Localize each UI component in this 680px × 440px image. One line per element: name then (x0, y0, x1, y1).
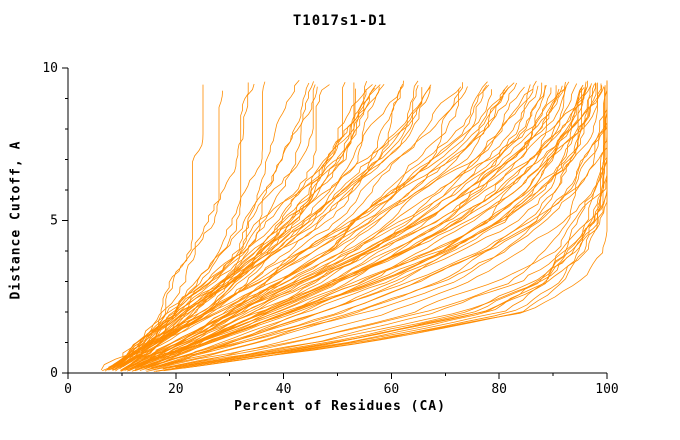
x-tick-label: 20 (168, 382, 184, 397)
gdt-curve (109, 82, 310, 369)
gdt-curve (117, 80, 404, 367)
gdt-curve (113, 82, 346, 369)
gdt-curve (153, 85, 608, 372)
gdt-curve (155, 81, 608, 368)
gdt-curve (109, 84, 373, 371)
gdt-curve (128, 85, 546, 372)
x-axis-label: Percent of Residues (CA) (234, 399, 446, 414)
gdt-curve (113, 86, 318, 368)
gdt-curve (102, 90, 223, 372)
gdt-curve (163, 85, 606, 372)
gdt-curve (100, 84, 204, 371)
gdt-curve (148, 83, 595, 370)
gdt-curve (175, 87, 605, 368)
gdt-curve (134, 87, 567, 369)
gdt-curve (138, 80, 588, 367)
gdt-curve (134, 81, 570, 368)
gdt-curve (134, 83, 578, 370)
gdt-curve (107, 82, 249, 369)
y-tick-label: 0 (50, 366, 58, 381)
gdt-curve (121, 84, 488, 372)
x-tick-label: 0 (64, 382, 72, 397)
gdt-curve (147, 84, 608, 371)
gdt-curve (124, 89, 492, 370)
gdt-curve (114, 83, 403, 370)
gdt-curve (119, 87, 423, 368)
gdt-curve (151, 87, 608, 369)
axes: 0 20 40 60 80 100 0 5 10 (42, 61, 618, 397)
gdt-curve (125, 82, 517, 369)
gdt-curve (131, 85, 591, 372)
gdt-curve (132, 87, 552, 368)
gdt-curve (112, 84, 419, 371)
gdt-curve (108, 84, 330, 371)
gdt-curves (100, 79, 608, 372)
gdt-curve (119, 86, 431, 368)
x-tick-label: 40 (276, 382, 292, 397)
gdt-curve (144, 83, 597, 370)
gdt-curve (108, 81, 266, 368)
gdt-curve (114, 86, 380, 368)
gdt-curve (122, 86, 462, 367)
gdt-curve (163, 83, 608, 370)
gdt-curve (138, 83, 592, 370)
gdt-curve (111, 81, 314, 368)
gdt-curve (151, 89, 608, 371)
gdt-curve (127, 84, 531, 371)
gdt-curve (130, 88, 560, 370)
gdt-curve (121, 89, 506, 370)
y-tick-label: 5 (50, 214, 58, 229)
gdt-curve (106, 84, 316, 371)
gdt-curve (120, 84, 490, 371)
y-tick-label: 10 (42, 61, 58, 76)
gdt-curve (139, 84, 584, 371)
gdt-curve (119, 88, 460, 370)
gdt-curve (138, 87, 586, 368)
gdt-curve (111, 88, 357, 369)
chart-title: T1017s1-D1 (292, 13, 388, 29)
gdt-curve (162, 88, 608, 369)
x-tick-label: 100 (595, 382, 618, 397)
gdt-curve (146, 80, 608, 372)
gdt-curve (140, 81, 587, 368)
x-tick-label: 80 (491, 382, 507, 397)
x-tick-label: 60 (384, 382, 400, 397)
gdt-curve (128, 86, 525, 368)
gdt-curve (111, 89, 367, 370)
gdt-curve (106, 83, 255, 370)
gdt-curve (113, 84, 432, 371)
gdt-curve (127, 81, 488, 368)
gdt-curve (125, 88, 533, 370)
gdt-curve (120, 85, 539, 372)
